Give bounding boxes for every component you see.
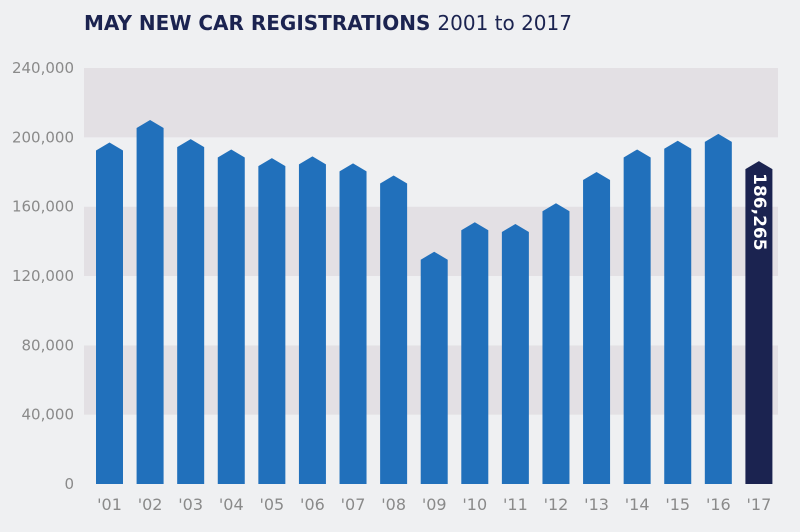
bar [623, 149, 651, 484]
bar [461, 222, 489, 484]
chart-title-sub: 2001 to 2017 [437, 11, 572, 35]
y-tick-label: 200,000 [12, 128, 74, 146]
y-tick-label: 80,000 [22, 336, 75, 354]
y-tick-label: 240,000 [12, 59, 74, 77]
bar [177, 139, 205, 485]
grid-band [84, 68, 778, 138]
bar [380, 175, 408, 484]
x-tick-label: '14 [625, 495, 650, 514]
x-tick-label: '10 [462, 495, 487, 514]
bar [298, 156, 326, 484]
x-tick-label: '09 [422, 495, 447, 514]
x-tick-label: '12 [544, 495, 569, 514]
bar [664, 140, 692, 485]
bar [745, 161, 773, 484]
x-tick-label: '07 [341, 495, 366, 514]
y-axis-ticks: 0 40,000 80,000 120,000 160,000 200,000 240,00… [12, 59, 74, 493]
bar [339, 163, 367, 485]
bar [583, 172, 611, 484]
x-tick-label: '03 [178, 495, 203, 514]
x-tick-label: '04 [219, 495, 244, 514]
x-tick-label: '06 [300, 495, 325, 514]
data-label: 186,265 [749, 173, 769, 250]
bar [501, 224, 529, 484]
bar [258, 158, 286, 484]
chart-title-main: MAY NEW CAR REGISTRATIONS [84, 11, 431, 35]
y-tick-label: 120,000 [12, 267, 74, 285]
x-tick-label: '11 [503, 495, 528, 514]
bar [136, 120, 164, 484]
y-tick-label: 40,000 [22, 406, 75, 424]
x-tick-label: '13 [584, 495, 609, 514]
x-tick-label: '16 [706, 495, 731, 514]
bar [704, 133, 732, 484]
x-tick-label: '01 [97, 495, 122, 514]
bar [96, 142, 123, 485]
x-tick-label: '08 [381, 495, 406, 514]
bar [542, 203, 570, 484]
x-tick-label: '15 [665, 495, 690, 514]
x-tick-label: '17 [747, 495, 772, 514]
data-labels: 186,265 [749, 173, 769, 250]
bars [96, 120, 773, 485]
chart-title: MAY NEW CAR REGISTRATIONS 2001 to 2017 [84, 8, 572, 38]
bar [217, 149, 245, 484]
x-axis-ticks: '01 '02 '03 '04 '05 '06 '07 '08 '09 '10 '11 '12 '13 '… [97, 495, 771, 514]
x-tick-label: '02 [138, 495, 163, 514]
bar [420, 251, 448, 484]
y-tick-label: 0 [64, 475, 74, 493]
x-tick-label: '05 [259, 495, 284, 514]
y-tick-label: 160,000 [12, 198, 74, 216]
